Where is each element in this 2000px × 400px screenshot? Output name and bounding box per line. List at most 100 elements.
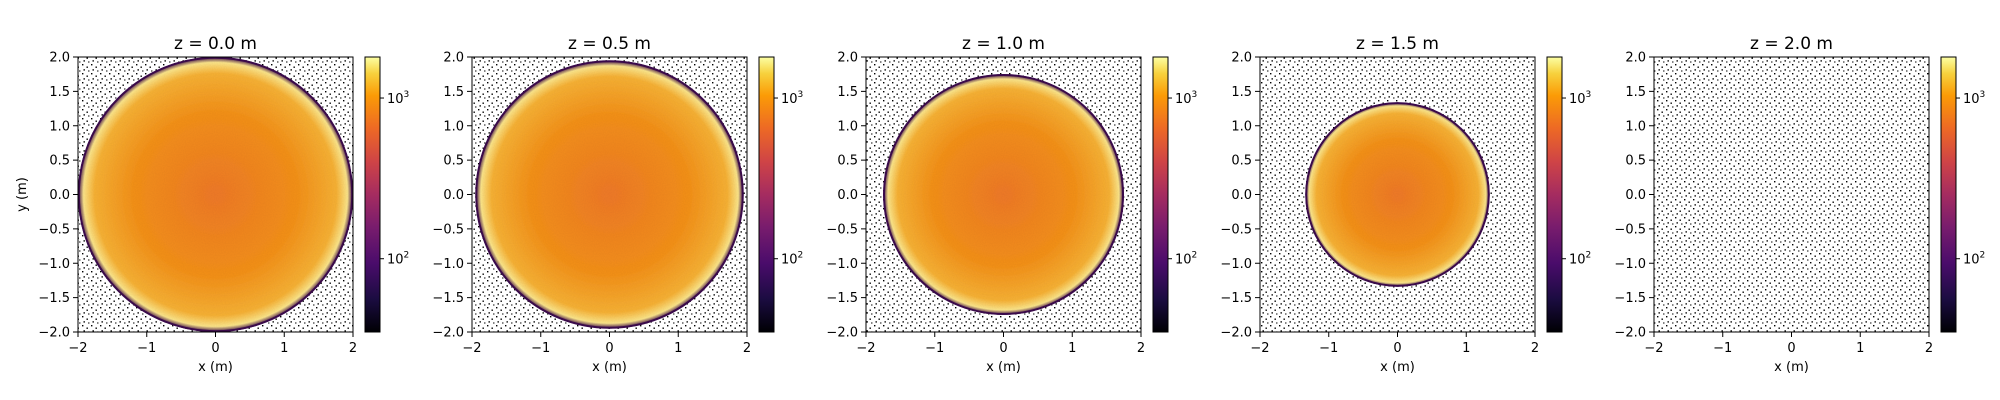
y-tick-label: 0.0 — [1625, 188, 1646, 203]
panel-4: −2 −1 0 1 2 2.0 1.5 1.0 0.5 0.0 −0.5 −1.0 −1.5 −2.0 z … — [1614, 34, 1985, 375]
colorbar-tick-label: 102 — [781, 251, 803, 268]
x-tick-label: 0 — [999, 341, 1007, 356]
y-tick-label: 1.5 — [1231, 85, 1252, 100]
flux-disk — [475, 60, 744, 329]
y-tick-label: 1.0 — [1231, 119, 1252, 134]
x-tick-label: 2 — [1925, 341, 1933, 356]
y-tick-label: −1.0 — [38, 257, 70, 272]
colorbar — [1546, 56, 1563, 333]
x-axis-label: x (m) — [1774, 360, 1809, 375]
x-tick-label: −2 — [1644, 341, 1663, 356]
x-axis-label: x (m) — [592, 360, 627, 375]
y-tick-label: −1.5 — [432, 291, 464, 306]
panel-title: z = 0.0 m — [174, 34, 257, 54]
disk-edge — [78, 57, 353, 332]
y-tick-label: −0.5 — [38, 222, 70, 237]
panel-0: −2 −1 0 1 2 2.0 1.5 1.0 0.5 0.0 −0.5 −1.0 −1.5 −2.0 z … — [15, 34, 409, 375]
colorbar-tick-label: 102 — [1963, 251, 1985, 268]
y-tick-label: 0.5 — [1625, 154, 1646, 169]
x-axis-label: x (m) — [1380, 360, 1415, 375]
y-tick-label: 1.0 — [837, 119, 858, 134]
y-tick-label: 1.0 — [443, 119, 464, 134]
y-tick-label: −2.0 — [432, 326, 464, 341]
y-tick-label: 1.0 — [49, 119, 70, 134]
y-tick-label: 0.5 — [1231, 154, 1252, 169]
colorbar-tick-label: 103 — [387, 90, 409, 107]
x-tick-label: 1 — [280, 341, 288, 356]
x-tick-label: 2 — [349, 341, 357, 356]
disk-edge — [882, 73, 1125, 316]
colorbar-tick-label: 102 — [1569, 251, 1591, 268]
y-tick-label: 1.5 — [1625, 85, 1646, 100]
y-tick-label: −1.0 — [1614, 257, 1646, 272]
y-tick-label: −2.0 — [1614, 326, 1646, 341]
y-tick-label: −1.0 — [826, 257, 858, 272]
panel-3: −2 −1 0 1 2 2.0 1.5 1.0 0.5 0.0 −0.5 −1.0 −1.5 −2.0 z … — [1220, 34, 1591, 375]
y-axis-label: y (m) — [15, 177, 30, 212]
y-tick-label: −2.0 — [826, 326, 858, 341]
x-tick-label: −2 — [462, 341, 481, 356]
y-tick-label: −2.0 — [1220, 326, 1252, 341]
colorbar-tick-label: 103 — [1569, 90, 1591, 107]
x-tick-label: −1 — [531, 341, 550, 356]
y-tick-label: 1.5 — [443, 85, 464, 100]
x-tick-label: 2 — [743, 341, 751, 356]
y-tick-label: 1.5 — [837, 85, 858, 100]
colorbar — [1940, 56, 1957, 333]
y-tick-label: −1.5 — [826, 291, 858, 306]
x-tick-label: −1 — [1319, 341, 1338, 356]
y-tick-label: 1.0 — [1625, 119, 1646, 134]
y-tick-label: 0.0 — [443, 188, 464, 203]
colorbar-tick-label: 103 — [781, 90, 803, 107]
x-tick-label: 1 — [674, 341, 682, 356]
colorbar — [1152, 56, 1169, 333]
y-tick-label: −1.5 — [38, 291, 70, 306]
panel-2: −2 −1 0 1 2 2.0 1.5 1.0 0.5 0.0 −0.5 −1.0 −1.5 −2.0 z … — [826, 34, 1197, 375]
panel-title: z = 1.0 m — [962, 34, 1045, 54]
y-tick-label: 0.5 — [837, 154, 858, 169]
colorbar-tick-label: 103 — [1175, 90, 1197, 107]
colorbar — [758, 56, 775, 333]
y-tick-label: 2.0 — [1625, 51, 1646, 66]
flux-disk — [883, 74, 1124, 315]
panel-title: z = 0.5 m — [568, 34, 651, 54]
disk-edge — [475, 60, 744, 329]
y-tick-label: −1.0 — [432, 257, 464, 272]
disk-edge — [1305, 102, 1490, 287]
x-tick-label: −2 — [68, 341, 87, 356]
x-tick-label: 2 — [1137, 341, 1145, 356]
x-axis-label: x (m) — [198, 360, 233, 375]
x-axis-label: x (m) — [986, 360, 1021, 375]
y-tick-label: 2.0 — [1231, 51, 1252, 66]
y-tick-label: 0.0 — [49, 188, 70, 203]
y-tick-label: 2.0 — [49, 51, 70, 66]
panel-title: z = 1.5 m — [1356, 34, 1439, 54]
panel-1: −2 −1 0 1 2 2.0 1.5 1.0 0.5 0.0 −0.5 −1.0 −1.5 −2.0 z … — [432, 34, 803, 375]
y-tick-label: 2.0 — [443, 51, 464, 66]
x-tick-label: 2 — [1531, 341, 1539, 356]
x-tick-label: −1 — [1713, 341, 1732, 356]
flux-disk — [1305, 102, 1490, 287]
x-tick-label: 0 — [1787, 341, 1795, 356]
y-tick-label: −0.5 — [1614, 222, 1646, 237]
x-tick-label: −2 — [1250, 341, 1269, 356]
x-tick-label: −1 — [137, 341, 156, 356]
x-tick-label: 0 — [1393, 341, 1401, 356]
x-tick-label: 1 — [1068, 341, 1076, 356]
y-tick-label: 1.5 — [49, 85, 70, 100]
colorbar — [364, 56, 381, 333]
x-tick-label: 1 — [1462, 341, 1470, 356]
plot-background — [1654, 57, 1929, 332]
y-tick-label: −0.5 — [432, 222, 464, 237]
flux-disk — [78, 57, 353, 332]
y-tick-label: −1.5 — [1614, 291, 1646, 306]
y-tick-label: −1.5 — [1220, 291, 1252, 306]
y-tick-label: 0.0 — [837, 188, 858, 203]
colorbar-tick-label: 102 — [1175, 251, 1197, 268]
y-tick-label: 0.0 — [1231, 188, 1252, 203]
panel-title: z = 2.0 m — [1750, 34, 1833, 54]
y-tick-label: −1.0 — [1220, 257, 1252, 272]
x-tick-label: −1 — [925, 341, 944, 356]
y-tick-label: 2.0 — [837, 51, 858, 66]
